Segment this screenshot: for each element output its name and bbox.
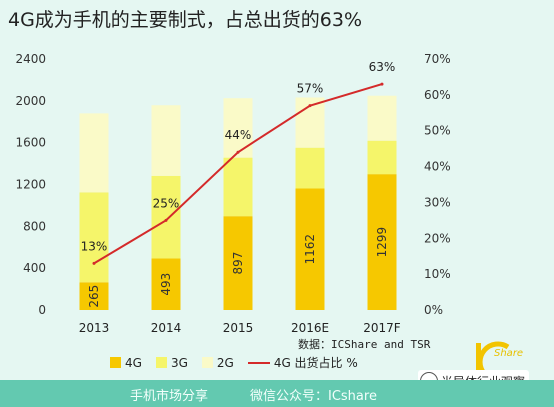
left-tick-label: 400 [23, 261, 46, 275]
bar-4g [223, 216, 253, 310]
bar-value-label: 1299 [375, 227, 389, 258]
share-value-label: 44% [225, 128, 252, 142]
legend-item-2g: 2G [201, 355, 234, 370]
left-tick-label: 1200 [15, 178, 46, 192]
legend-label-4g: 4G [125, 355, 142, 370]
share-point [164, 218, 168, 222]
right-tick-label: 30% [424, 195, 451, 209]
right-tick-label: 40% [424, 160, 451, 174]
right-tick-label: 10% [424, 267, 451, 281]
legend-item-share: 4G 出货占比 % [247, 354, 358, 371]
right-tick-label: 50% [424, 124, 451, 138]
legend: 4G 3G 2G 4G 出货占比 % [110, 354, 358, 371]
bar-4g [79, 282, 109, 310]
bar-labels: 265 493 897 1162 1299 [87, 227, 389, 308]
bar-value-label: 1162 [303, 234, 317, 265]
bar-2g [223, 98, 253, 158]
share-value-label: 25% [153, 196, 180, 210]
x-tick-label: 2015 [223, 321, 254, 335]
right-tick-label: 70% [424, 52, 451, 66]
x-tick-label: 2017F [363, 321, 401, 335]
share-point [380, 82, 384, 86]
bar-value-label: 265 [87, 285, 101, 308]
share-value-label: 57% [297, 82, 324, 96]
right-tick-label: 20% [424, 231, 451, 245]
bar-3g [367, 140, 397, 175]
chart-title: 4G成为手机的主要制式，占总出货的63% [8, 9, 363, 31]
footer-left-text: 手机市场分享 [130, 389, 209, 404]
bar-3g [295, 147, 325, 189]
footer-right-text: 微信公众号：ICshare [250, 389, 377, 404]
bar-3g [79, 192, 109, 283]
x-tick-label: 2016E [291, 321, 329, 335]
legend-label-2g: 2G [216, 355, 234, 370]
left-tick-label: 1600 [15, 136, 46, 150]
bar-3g [151, 175, 181, 259]
footer-bar: 手机市场分享 微信公众号：ICshare [0, 380, 554, 407]
share-line [92, 82, 384, 265]
share-point [92, 261, 96, 265]
bar-2g [79, 113, 109, 193]
left-axis-ticks: 0 400 800 1200 1600 2000 2400 [15, 52, 46, 317]
bar-value-label: 897 [231, 252, 245, 275]
legend-swatch-3g [155, 357, 167, 368]
x-tick-label: 2013 [79, 321, 110, 335]
bar-2g [367, 95, 397, 141]
stacked-bar-line-chart: 0 400 800 1200 1600 2000 2400 0% 10% 20% 30% 40% 50… [15, 52, 451, 335]
left-tick-label: 2000 [15, 94, 46, 108]
share-point [308, 104, 312, 108]
legend-swatch-2g [201, 357, 213, 368]
left-tick-label: 2400 [15, 52, 46, 66]
legend-item-3g: 3G [155, 355, 188, 370]
left-tick-label: 800 [23, 219, 46, 233]
share-value-label: 63% [369, 60, 396, 74]
share-line-labels: 13% 25% 44% 57% 63% [81, 60, 396, 253]
bar-value-label: 493 [159, 273, 173, 296]
bar-3g [223, 157, 253, 217]
x-tick-label: 2014 [151, 321, 182, 335]
left-tick-label: 0 [38, 303, 46, 317]
legend-swatch-share [247, 361, 270, 364]
right-axis-ticks: 0% 10% 20% 30% 40% 50% 60% 70% [424, 52, 451, 317]
legend-swatch-4g [110, 357, 121, 368]
bar-4g [367, 174, 397, 310]
bar-4g [295, 188, 325, 310]
bar-4g [151, 258, 181, 310]
legend-label-share: 4G 出货占比 % [273, 356, 358, 370]
x-axis-ticks: 2013 2014 2015 2016E 2017F [79, 321, 401, 335]
source-note: 数据：ICShare and TSR [298, 338, 431, 351]
legend-item-4g: 4G [110, 356, 142, 370]
logo-text: Share [494, 348, 524, 359]
bar-2g [151, 105, 181, 176]
bars [79, 95, 397, 310]
right-tick-label: 60% [424, 88, 451, 102]
right-tick-label: 0% [424, 303, 443, 317]
share-value-label: 13% [81, 239, 108, 253]
legend-label-3g: 3G [170, 355, 188, 370]
share-point [236, 150, 240, 154]
